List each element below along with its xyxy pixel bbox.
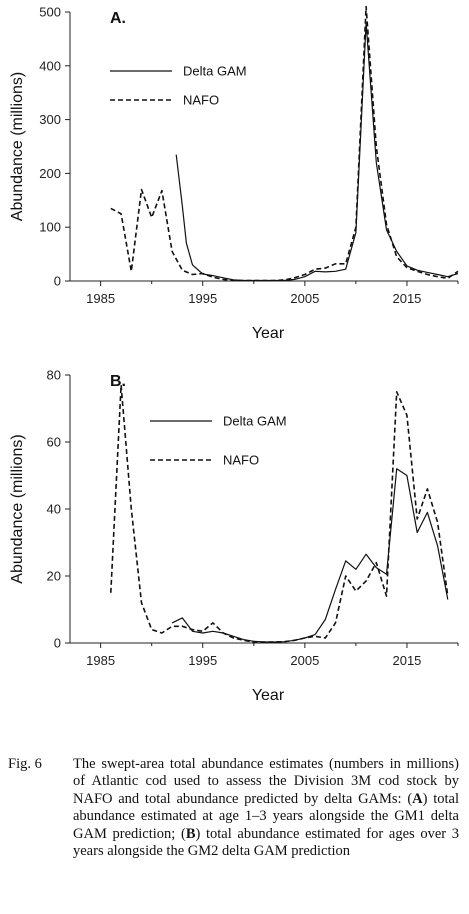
y-tick-label: 40 [47, 502, 61, 517]
y-tick-label: 400 [39, 58, 61, 73]
y-tick-label: 300 [39, 112, 61, 127]
series-line-delta-gam [171, 468, 449, 643]
series-line-nafo [110, 5, 459, 282]
series-line-nafo [110, 384, 449, 643]
x-axis-label: Year [252, 325, 285, 342]
y-tick-label: 200 [39, 166, 61, 181]
caption-label: Fig. 6 [8, 756, 42, 772]
x-tick-label: 2005 [290, 291, 319, 306]
y-axis-label: Abundance (millions) [9, 434, 26, 583]
y-tick-label: 100 [39, 220, 61, 235]
y-tick-label: 80 [47, 368, 61, 383]
x-tick-label: 1995 [188, 291, 217, 306]
caption-fragment: A [412, 790, 423, 807]
y-tick-label: 500 [39, 5, 61, 20]
x-tick-label: 1985 [86, 653, 115, 668]
caption-fragment: B [185, 825, 196, 842]
panel-label: B. [110, 373, 126, 390]
legend-label: Delta GAM [223, 414, 287, 429]
caption-fragment: ) total abundance estimated for ages ove… [73, 825, 459, 860]
legend-label: NAFO [183, 93, 219, 108]
x-tick-label: 1985 [86, 291, 115, 306]
y-tick-label: 60 [47, 435, 61, 450]
x-tick-label: 2015 [392, 291, 421, 306]
chart-panel-a: 0 100 200 300 400 500 1985 1995 2005 2015 Abundanc… [9, 5, 459, 342]
y-tick-label: 0 [54, 636, 61, 651]
y-tick-label: 0 [54, 274, 61, 289]
chart-panel-b: 0 20 40 60 80 1985 1995 2005 2015 Abundance (mill… [9, 368, 459, 704]
y-tick-label: 20 [47, 569, 61, 584]
legend-label: Delta GAM [183, 64, 247, 79]
caption-text: The swept-area total abundance estimates… [73, 756, 459, 860]
x-tick-label: 2015 [392, 653, 421, 668]
x-tick-label: 1995 [188, 653, 217, 668]
x-axis-label: Year [252, 687, 285, 704]
caption-fragment: ) total abundance estimated at age 1–3 y… [73, 790, 459, 842]
caption-fragment: The swept-area total abundance estimates… [73, 756, 459, 807]
panel-label: A. [110, 10, 126, 27]
y-axis-label: Abundance (millions) [9, 72, 26, 221]
series-line-delta-gam [175, 22, 459, 282]
x-tick-label: 2005 [290, 653, 319, 668]
legend-label: NAFO [223, 453, 259, 468]
